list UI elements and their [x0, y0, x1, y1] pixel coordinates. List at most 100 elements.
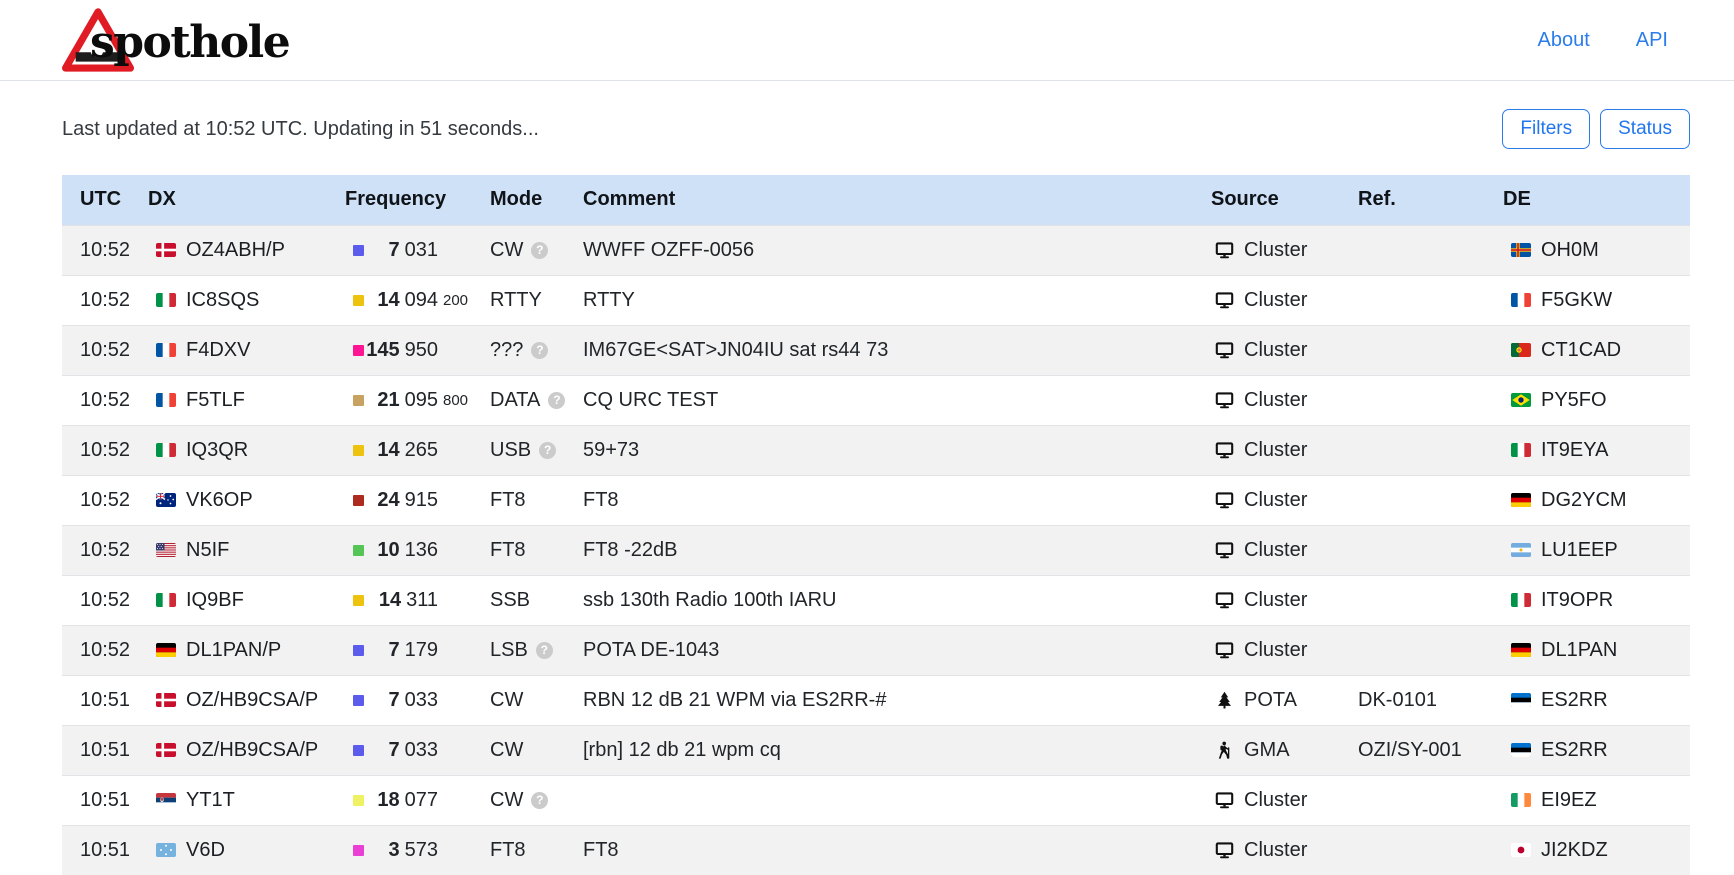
dx-callsign[interactable]: V6D [186, 838, 225, 861]
source-wrap: Cluster [1211, 339, 1358, 362]
de-callsign[interactable]: EI9EZ [1541, 788, 1597, 811]
de-callsign[interactable]: F5GKW [1541, 288, 1613, 311]
dx-flag-dk-icon [156, 743, 176, 757]
comment-cell [583, 775, 1211, 825]
source-label: GMA [1244, 738, 1290, 761]
frequency-wrap: 3 573 [345, 839, 490, 862]
mode-help-icon[interactable]: ? [548, 391, 566, 409]
column-header-de: DE [1503, 188, 1531, 211]
logo[interactable]: spothole [62, 8, 291, 72]
mode-cell: LSB? [490, 625, 583, 675]
dx-cell: VK6OP [148, 475, 345, 525]
spot-row[interactable]: 10:52 F4DXV 145 950???? IM67GE<SAT>JN04IU sa… [62, 325, 1690, 375]
mode-help-icon[interactable]: ? [531, 341, 549, 359]
nav-about-link[interactable]: About [1537, 28, 1590, 51]
de-callsign[interactable]: IT9EYA [1541, 438, 1609, 461]
de-callsign[interactable]: DG2YCM [1541, 488, 1627, 511]
spot-row[interactable]: 10:52 F5TLF 21 095 800 DATA? CQ URC TEST Cluste… [62, 375, 1690, 425]
frequency-value: 14 094 [377, 288, 438, 311]
mode-cell: FT8 [490, 475, 583, 525]
dx-callsign[interactable]: VK6OP [186, 488, 253, 511]
de-callsign[interactable]: LU1EEP [1541, 538, 1618, 561]
de-wrap: EI9EZ [1503, 789, 1690, 812]
utc-cell: 10:52 [80, 638, 131, 661]
dx-flag-it-icon [156, 593, 176, 607]
band-color-square [353, 744, 364, 756]
dx-cell: N5IF [148, 525, 345, 575]
mode-cell: RTTY [490, 275, 583, 325]
filters-button[interactable]: Filters [1502, 109, 1591, 149]
dx-callsign[interactable]: IC8SQS [186, 288, 260, 311]
frequency-cell: 7 033 [345, 675, 490, 725]
frequency-cell: 3 573 [345, 825, 490, 875]
frequency-cell: 7 033 [345, 725, 490, 775]
de-wrap: LU1EEP [1503, 539, 1690, 562]
spot-row[interactable]: 10:51 YT1T 18 077 CW? Cluster EI9EZ [62, 775, 1690, 825]
dx-callsign[interactable]: N5IF [186, 538, 230, 561]
spot-row[interactable]: 10:52 N5IF 10 136 FT8 FT8 -22dB Cluster LU1EEP [62, 525, 1690, 575]
de-callsign[interactable]: DL1PAN [1541, 638, 1618, 661]
dx-callsign[interactable]: F5TLF [186, 388, 245, 411]
nav-api-link[interactable]: API [1635, 28, 1668, 51]
source-wrap: Cluster [1211, 489, 1358, 512]
mode-help-icon[interactable]: ? [539, 441, 557, 459]
dx-callsign[interactable]: OZ/HB9CSA/P [186, 688, 319, 711]
source-label: Cluster [1244, 288, 1308, 311]
spot-row[interactable]: 10:51 OZ/HB9CSA/P 7 033 CW RBN 12 dB 21 WPM v… [62, 675, 1690, 725]
spot-row[interactable]: 10:51 V6D 3 573 FT8 FT8 Cluster JI2KDZ [62, 825, 1690, 875]
spot-row[interactable]: 10:52 IC8SQS 14 094 200 RTTY RTTY Cluster F5GKW [62, 275, 1690, 325]
ref-cell [1358, 775, 1503, 825]
dx-callsign[interactable]: YT1T [186, 788, 235, 811]
mode-label: CW [490, 688, 524, 711]
mode-help-icon[interactable]: ? [535, 641, 553, 659]
mode-help-icon[interactable]: ? [531, 791, 549, 809]
dx-callsign[interactable]: OZ/HB9CSA/P [186, 738, 319, 761]
column-header-dx: DX [148, 188, 176, 211]
spot-row[interactable]: 10:52 IQ9BF 14 311 SSB ssb 130th Radio 100th … [62, 575, 1690, 625]
spot-row[interactable]: 10:52 OZ4ABH/P 7 031 CW? WWFF OZFF-0056 Cluste… [62, 225, 1690, 275]
dx-callsign[interactable]: IQ3QR [186, 438, 249, 461]
dx-callsign[interactable]: IQ9BF [186, 588, 244, 611]
mode-help-icon[interactable]: ? [531, 241, 549, 259]
de-callsign[interactable]: ES2RR [1541, 738, 1608, 761]
dx-callsign[interactable]: DL1PAN/P [186, 638, 282, 661]
utc-cell: 10:52 [80, 588, 131, 611]
de-flag-de-icon [1511, 643, 1531, 657]
frequency-wrap: 21 095 800 [345, 389, 490, 412]
dx-callsign[interactable]: OZ4ABH/P [186, 238, 285, 261]
spot-row[interactable]: 10:52 IQ3QR 14 265 USB? 59+73 Cluster IT9EYA [62, 425, 1690, 475]
hiker-icon [1215, 741, 1234, 760]
de-callsign[interactable]: IT9OPR [1541, 588, 1614, 611]
source-label: Cluster [1244, 838, 1308, 861]
column-header-utc: UTC [80, 188, 122, 211]
status-button[interactable]: Status [1600, 109, 1690, 149]
source-label: Cluster [1244, 388, 1308, 411]
de-callsign[interactable]: OH0M [1541, 238, 1599, 261]
mode-wrap: RTTY [490, 289, 583, 312]
de-callsign[interactable]: PY5FO [1541, 388, 1607, 411]
mode-wrap: CW [490, 739, 583, 762]
spot-row[interactable]: 10:52 DL1PAN/P 7 179 LSB? POTA DE-1043 Cluster… [62, 625, 1690, 675]
dx-callsign[interactable]: F4DXV [186, 338, 251, 361]
source-cell: Cluster [1211, 225, 1358, 275]
de-cell: EI9EZ [1503, 775, 1690, 825]
de-callsign[interactable]: CT1CAD [1541, 338, 1622, 361]
dx-flag-us-icon [156, 543, 176, 557]
de-callsign[interactable]: JI2KDZ [1541, 838, 1608, 861]
ref-cell [1358, 825, 1503, 875]
spot-row[interactable]: 10:51 OZ/HB9CSA/P 7 033 CW [rbn] 12 db 21 wpm… [62, 725, 1690, 775]
spot-row[interactable]: 10:52 VK6OP 24 915 FT8 FT8 Cluster DG2YCM [62, 475, 1690, 525]
dx-cell: V6D [148, 825, 345, 875]
dx-flag-dk-icon [156, 243, 176, 257]
mode-wrap: CW? [490, 789, 583, 812]
toolbar: Last updated at 10:52 UTC. Updating in 5… [62, 109, 1690, 149]
utc-cell: 10:52 [80, 538, 131, 561]
frequency-cell: 14 265 [345, 425, 490, 475]
ref-cell: DK-0101 [1358, 688, 1437, 711]
mode-label: FT8 [490, 538, 526, 561]
column-header-mode: Mode [490, 188, 543, 211]
frequency-wrap: 10 136 [345, 539, 490, 562]
de-callsign[interactable]: ES2RR [1541, 688, 1608, 711]
monitor-icon [1215, 341, 1234, 360]
dx-flag-fr-icon [156, 343, 176, 357]
